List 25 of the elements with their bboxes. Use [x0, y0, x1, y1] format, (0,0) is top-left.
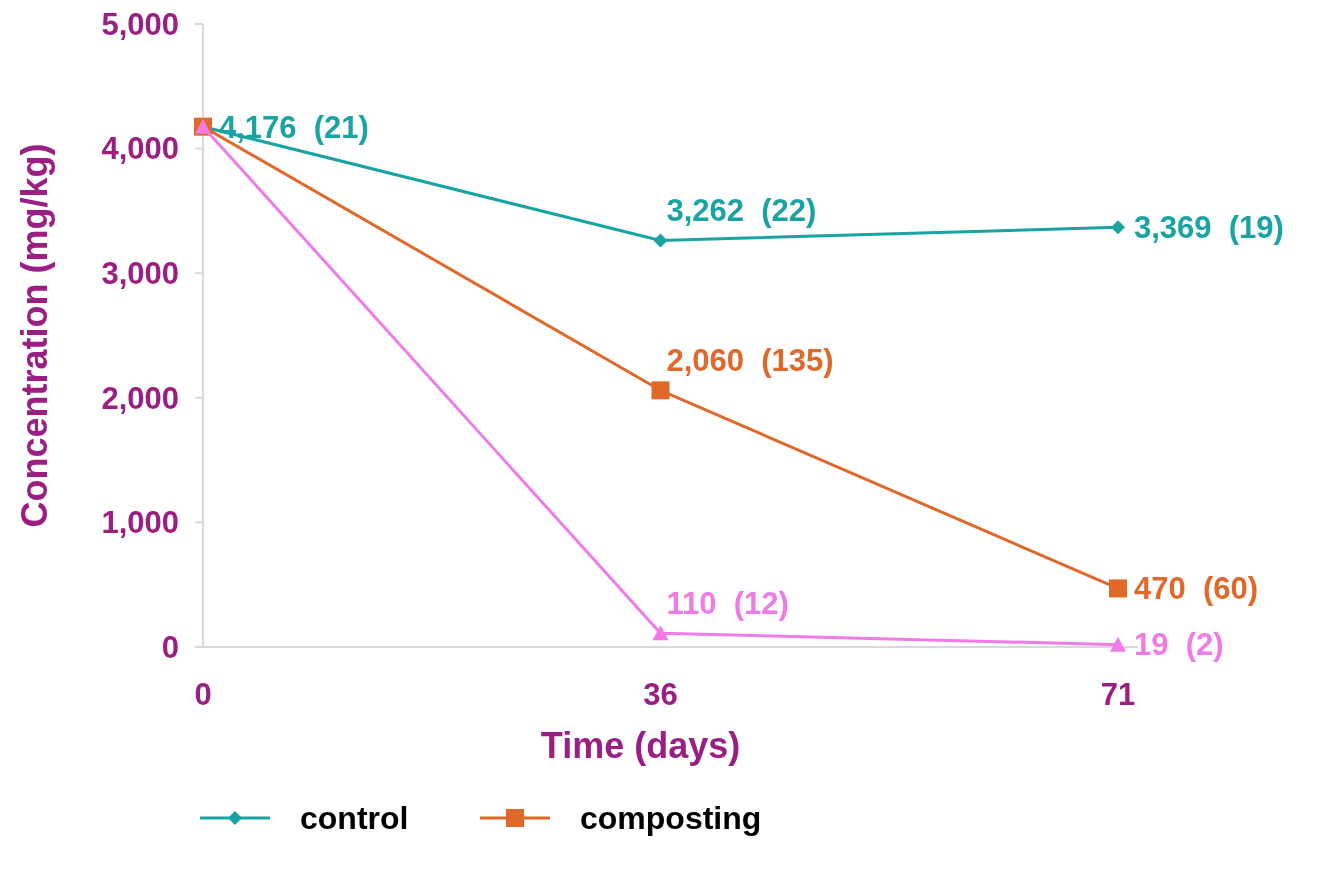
point: [653, 233, 668, 248]
data-label: 19 (2): [1134, 627, 1224, 663]
point: [1110, 636, 1126, 652]
point: [1111, 220, 1125, 235]
y-tick-label: 1,000: [101, 505, 179, 541]
data-label: 110 (12): [666, 586, 789, 622]
point: [1109, 579, 1127, 598]
data-label: 470 (60): [1134, 571, 1259, 607]
point: [651, 381, 670, 400]
y-tick-label: 0: [161, 629, 179, 665]
y-axis-title: Concentration (mg/kg): [13, 143, 55, 528]
y-tick-label: 2,000: [101, 380, 179, 416]
y-tick-label: 3,000: [101, 256, 179, 292]
x-axis-title: Time (days): [540, 724, 741, 766]
legend-label: control: [300, 800, 409, 837]
data-label: 3,262 (22): [666, 193, 817, 229]
x-tick-label: 36: [643, 676, 678, 712]
x-tick-label: 71: [1100, 676, 1136, 712]
point: [652, 625, 669, 641]
data-label: 2,060 (135): [666, 343, 834, 379]
y-tick-label: 4,000: [101, 131, 179, 167]
data-label: 3,369 (19): [1134, 210, 1284, 246]
legend-label: composting: [580, 800, 762, 837]
y-tick-label: 5,000: [101, 6, 179, 42]
x-tick-label: 0: [194, 676, 212, 712]
